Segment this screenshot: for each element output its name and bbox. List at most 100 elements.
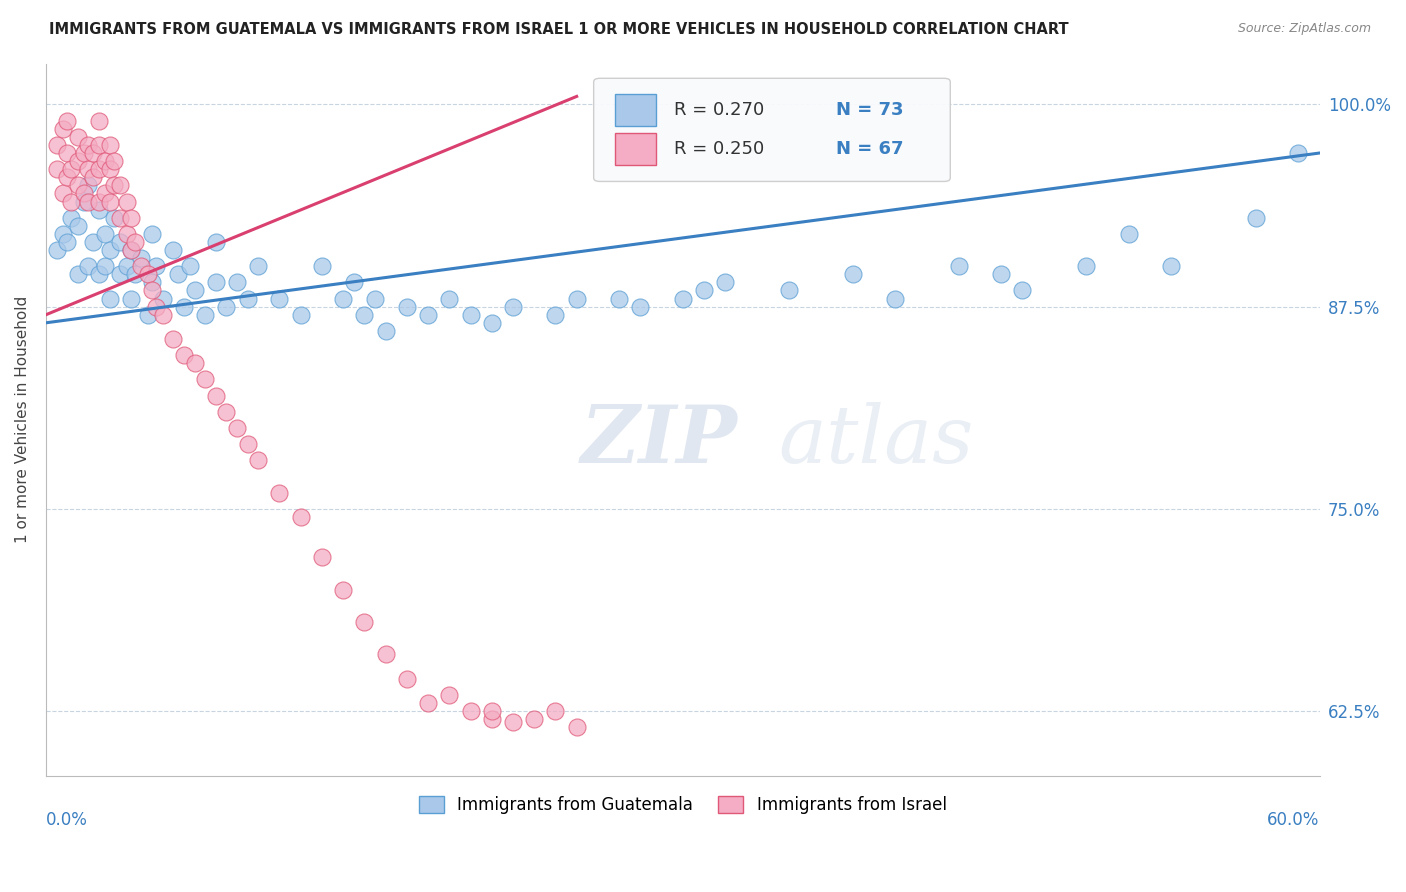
Point xyxy=(87,162,110,177)
Point xyxy=(52,186,75,201)
Point xyxy=(364,292,387,306)
Point xyxy=(77,194,100,209)
Point xyxy=(166,267,188,281)
Point xyxy=(77,178,100,193)
Point xyxy=(948,259,970,273)
Point xyxy=(98,194,121,209)
Point xyxy=(179,259,201,273)
Point xyxy=(56,170,79,185)
Point xyxy=(94,186,117,201)
Legend: Immigrants from Guatemala, Immigrants from Israel: Immigrants from Guatemala, Immigrants fr… xyxy=(412,789,953,821)
Point xyxy=(236,292,259,306)
Point xyxy=(395,300,418,314)
Point xyxy=(693,284,716,298)
Point xyxy=(124,267,146,281)
Point xyxy=(56,235,79,249)
Point xyxy=(374,648,396,662)
Point xyxy=(374,324,396,338)
Point xyxy=(194,308,217,322)
Point xyxy=(66,178,89,193)
Point xyxy=(502,715,524,730)
Point xyxy=(1244,211,1267,225)
Point xyxy=(311,550,333,565)
Point xyxy=(460,704,482,718)
Point xyxy=(141,227,163,241)
Point xyxy=(77,162,100,177)
Point xyxy=(481,704,503,718)
Point xyxy=(236,437,259,451)
Point xyxy=(131,259,153,273)
Point xyxy=(56,113,79,128)
Text: N = 73: N = 73 xyxy=(835,102,903,120)
Point xyxy=(103,154,125,169)
Point xyxy=(247,259,270,273)
Point xyxy=(502,300,524,314)
Point xyxy=(87,113,110,128)
Point xyxy=(183,356,205,370)
Point xyxy=(1076,259,1098,273)
Point xyxy=(77,137,100,152)
Point xyxy=(94,227,117,241)
Point xyxy=(290,308,312,322)
Point xyxy=(45,137,67,152)
Text: R = 0.270: R = 0.270 xyxy=(673,102,763,120)
Point xyxy=(162,332,184,346)
Point xyxy=(343,276,366,290)
Y-axis label: 1 or more Vehicles in Household: 1 or more Vehicles in Household xyxy=(15,296,30,543)
Point xyxy=(115,259,138,273)
Point xyxy=(82,146,104,161)
Point xyxy=(215,405,238,419)
Point xyxy=(565,720,588,734)
Point xyxy=(226,276,249,290)
Point xyxy=(481,712,503,726)
Point xyxy=(73,146,96,161)
Point xyxy=(204,388,226,402)
Point xyxy=(544,704,567,718)
Point xyxy=(110,235,132,249)
Point xyxy=(98,162,121,177)
Point xyxy=(628,300,651,314)
Point xyxy=(141,276,163,290)
Point xyxy=(124,235,146,249)
Point xyxy=(416,696,439,710)
Point xyxy=(60,194,83,209)
Point xyxy=(439,292,461,306)
Point xyxy=(290,509,312,524)
Point xyxy=(52,227,75,241)
Point xyxy=(565,292,588,306)
Point xyxy=(990,267,1012,281)
Point xyxy=(82,235,104,249)
Text: R = 0.250: R = 0.250 xyxy=(673,140,763,159)
Point xyxy=(714,276,737,290)
Point xyxy=(87,202,110,217)
Point xyxy=(173,348,195,362)
Point xyxy=(120,243,142,257)
Point xyxy=(136,308,159,322)
Point xyxy=(183,284,205,298)
Point xyxy=(120,292,142,306)
Point xyxy=(607,292,630,306)
Point xyxy=(87,194,110,209)
Point xyxy=(152,292,174,306)
Point xyxy=(66,154,89,169)
Point xyxy=(1118,227,1140,241)
Point xyxy=(87,267,110,281)
Point xyxy=(439,688,461,702)
Text: 0.0%: 0.0% xyxy=(46,811,87,830)
Point xyxy=(215,300,238,314)
Point xyxy=(45,162,67,177)
Point xyxy=(131,251,153,265)
Point xyxy=(173,300,195,314)
Point xyxy=(73,186,96,201)
Point xyxy=(94,154,117,169)
Point xyxy=(672,292,695,306)
Text: 60.0%: 60.0% xyxy=(1267,811,1320,830)
Point xyxy=(523,712,546,726)
Text: Source: ZipAtlas.com: Source: ZipAtlas.com xyxy=(1237,22,1371,36)
Point xyxy=(60,162,83,177)
FancyBboxPatch shape xyxy=(616,95,657,127)
Point xyxy=(269,292,291,306)
Point xyxy=(56,146,79,161)
Point xyxy=(269,485,291,500)
Point xyxy=(98,137,121,152)
